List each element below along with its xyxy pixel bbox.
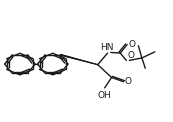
Text: O: O [125,77,131,86]
Text: O: O [127,51,134,60]
Text: O: O [129,40,135,49]
Polygon shape [60,54,98,65]
Text: OH: OH [98,91,112,100]
Text: HN: HN [100,43,113,52]
